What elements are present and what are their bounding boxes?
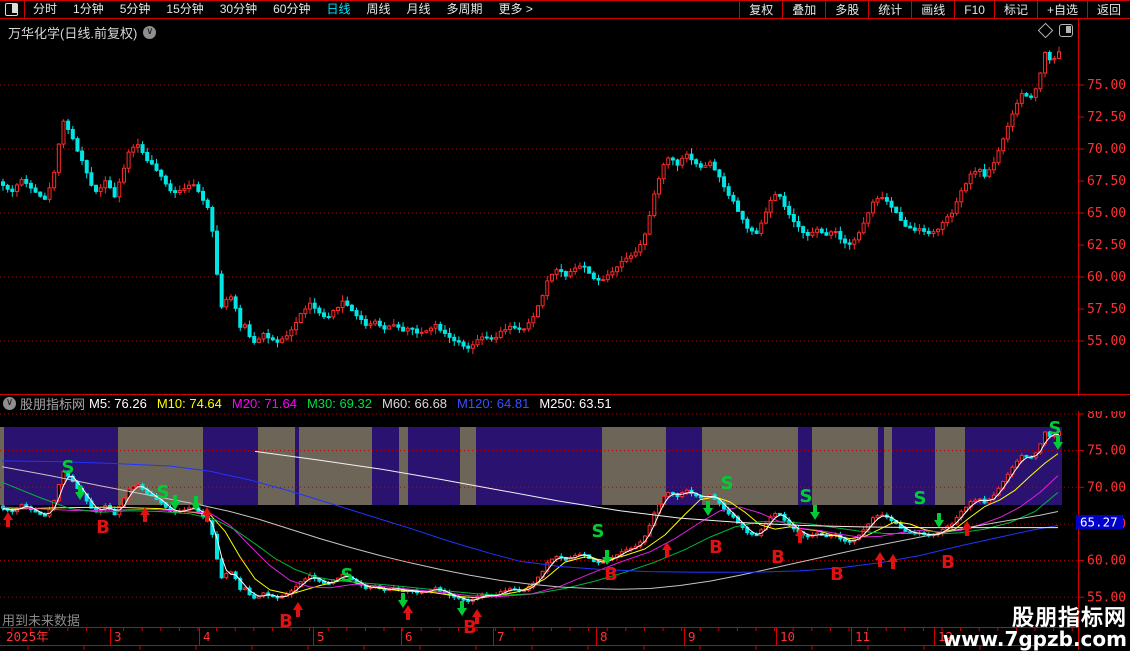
- svg-text:B: B: [96, 517, 110, 538]
- indicator-name: 股朋指标网: [20, 397, 86, 412]
- svg-text:B: B: [830, 564, 844, 585]
- svg-text:S: S: [914, 488, 927, 509]
- svg-text:B: B: [279, 611, 293, 632]
- action-button-8[interactable]: +自选: [1036, 1, 1087, 18]
- period-item-3[interactable]: 5分钟: [119, 2, 151, 16]
- action-button-9[interactable]: 返回: [1086, 1, 1130, 18]
- ma-value-M5: M5: 76.26: [89, 396, 147, 411]
- svg-text:62.50: 62.50: [1087, 238, 1126, 253]
- price-badge: [1076, 514, 1123, 529]
- svg-text:55.00: 55.00: [1087, 590, 1126, 605]
- svg-text:2025年: 2025年: [6, 629, 49, 644]
- svg-text:65.27: 65.27: [1080, 514, 1118, 529]
- period-item-7[interactable]: 日线: [326, 2, 351, 16]
- top-toolbar: 分时 1分钟 5分钟 15分钟 30分钟 60分钟 日线 周线 月线 多周期 更多 > 复权 叠加 多股…: [0, 0, 1130, 19]
- svg-text:12: 12: [938, 629, 953, 644]
- svg-text:55.00: 55.00: [1087, 334, 1126, 349]
- svg-text:67.50: 67.50: [1087, 174, 1126, 189]
- action-button-1[interactable]: 复权: [739, 1, 782, 18]
- ma-value-M250: M250: 63.51: [539, 396, 612, 411]
- svg-text:3: 3: [114, 629, 122, 644]
- period-item-5[interactable]: 30分钟: [219, 2, 258, 16]
- svg-text:B: B: [771, 547, 785, 568]
- toolbar-divider: [24, 1, 25, 18]
- svg-text:B: B: [941, 552, 955, 573]
- svg-text:9: 9: [688, 629, 696, 644]
- indicator-panel-area[interactable]: [0, 412, 1078, 627]
- stock-title: 万华化学(日线.前复权): [8, 26, 138, 41]
- main-chart-area[interactable]: [0, 20, 1078, 394]
- collapse-panel-icon[interactable]: ∨: [3, 397, 16, 410]
- svg-text:S: S: [1049, 418, 1062, 439]
- watermark-url: www.7gpzb.com: [942, 627, 1127, 651]
- period-item-1[interactable]: 分时: [33, 2, 58, 16]
- action-menu: 复权 叠加 多股 统计 画线 F10 标记 +自选 返回: [739, 1, 1130, 18]
- period-item-6[interactable]: 60分钟: [273, 2, 311, 16]
- period-item-4[interactable]: 15分钟: [166, 2, 204, 16]
- svg-text:60.00: 60.00: [1087, 554, 1126, 569]
- svg-text:S: S: [800, 486, 813, 507]
- watermark: 股朋指标网 www.7gpzb.com: [942, 605, 1127, 651]
- indicator-header: ∨ 股朋指标网 M5: 76.26 M10: 74.64 M20: 71.64 M30…: [0, 396, 1130, 412]
- chevron-down-icon[interactable]: ∨: [143, 26, 157, 39]
- svg-text:S: S: [721, 473, 734, 494]
- ma-value-M30: M30: 69.32: [306, 396, 372, 411]
- period-item-2[interactable]: 1分钟: [73, 2, 104, 16]
- ma-value-M60: M60: 66.68: [381, 396, 448, 411]
- ma-value-M120: M120: 64.81: [457, 396, 530, 411]
- svg-text:5: 5: [317, 629, 325, 644]
- chart-titlebar: 万华化学(日线.前复权) ∨: [8, 23, 157, 42]
- svg-text:4: 4: [203, 629, 211, 644]
- svg-text:75.00: 75.00: [1087, 78, 1126, 93]
- svg-text:11: 11: [855, 629, 870, 644]
- main-candles: [1, 46, 1061, 355]
- watermark-brand: 股朋指标网: [1011, 605, 1127, 630]
- action-button-4[interactable]: 统计: [868, 1, 911, 18]
- svg-text:S: S: [157, 482, 170, 503]
- period-item-9[interactable]: 月线: [406, 2, 431, 16]
- period-item-8[interactable]: 周线: [366, 2, 391, 16]
- svg-text:60.00: 60.00: [1087, 270, 1126, 285]
- svg-text:S: S: [62, 457, 75, 478]
- period-menu: 分时 1分钟 5分钟 15分钟 30分钟 60分钟 日线 周线 月线 多周期 更多 >: [0, 1, 541, 18]
- pane-split-icon[interactable]: [1059, 24, 1073, 37]
- svg-text:72.50: 72.50: [1087, 110, 1126, 125]
- svg-text:B: B: [604, 564, 618, 585]
- layout-split-icon[interactable]: [5, 3, 18, 16]
- svg-text:6: 6: [405, 629, 413, 644]
- action-button-6[interactable]: F10: [954, 1, 994, 18]
- period-item-11[interactable]: 更多 >: [498, 2, 533, 16]
- ma-legend: M5: 76.26 M10: 74.64 M20: 71.64 M30: 69.32 M…: [89, 396, 622, 411]
- ma-value-M10: M10: 74.64: [156, 396, 222, 411]
- svg-text:B: B: [709, 537, 723, 558]
- svg-text:8: 8: [600, 629, 608, 644]
- svg-text:10: 10: [780, 629, 795, 644]
- svg-text:57.50: 57.50: [1087, 302, 1126, 317]
- svg-text:7: 7: [497, 629, 505, 644]
- action-button-7[interactable]: 标记: [993, 1, 1037, 18]
- svg-text:70.00: 70.00: [1087, 480, 1126, 495]
- period-item-10[interactable]: 多周期: [446, 2, 483, 16]
- svg-text:65.00: 65.00: [1087, 206, 1126, 221]
- svg-text:S: S: [341, 565, 354, 586]
- action-button-5[interactable]: 画线: [911, 1, 954, 18]
- action-button-2[interactable]: 叠加: [782, 1, 825, 18]
- svg-text:70.00: 70.00: [1087, 142, 1126, 157]
- svg-text:S: S: [592, 521, 605, 542]
- svg-text:75.00: 75.00: [1087, 444, 1126, 459]
- future-data-note: 用到未来数据: [2, 613, 81, 628]
- action-button-3[interactable]: 多股: [825, 1, 868, 18]
- ma-value-M20: M20: 71.64: [231, 396, 297, 411]
